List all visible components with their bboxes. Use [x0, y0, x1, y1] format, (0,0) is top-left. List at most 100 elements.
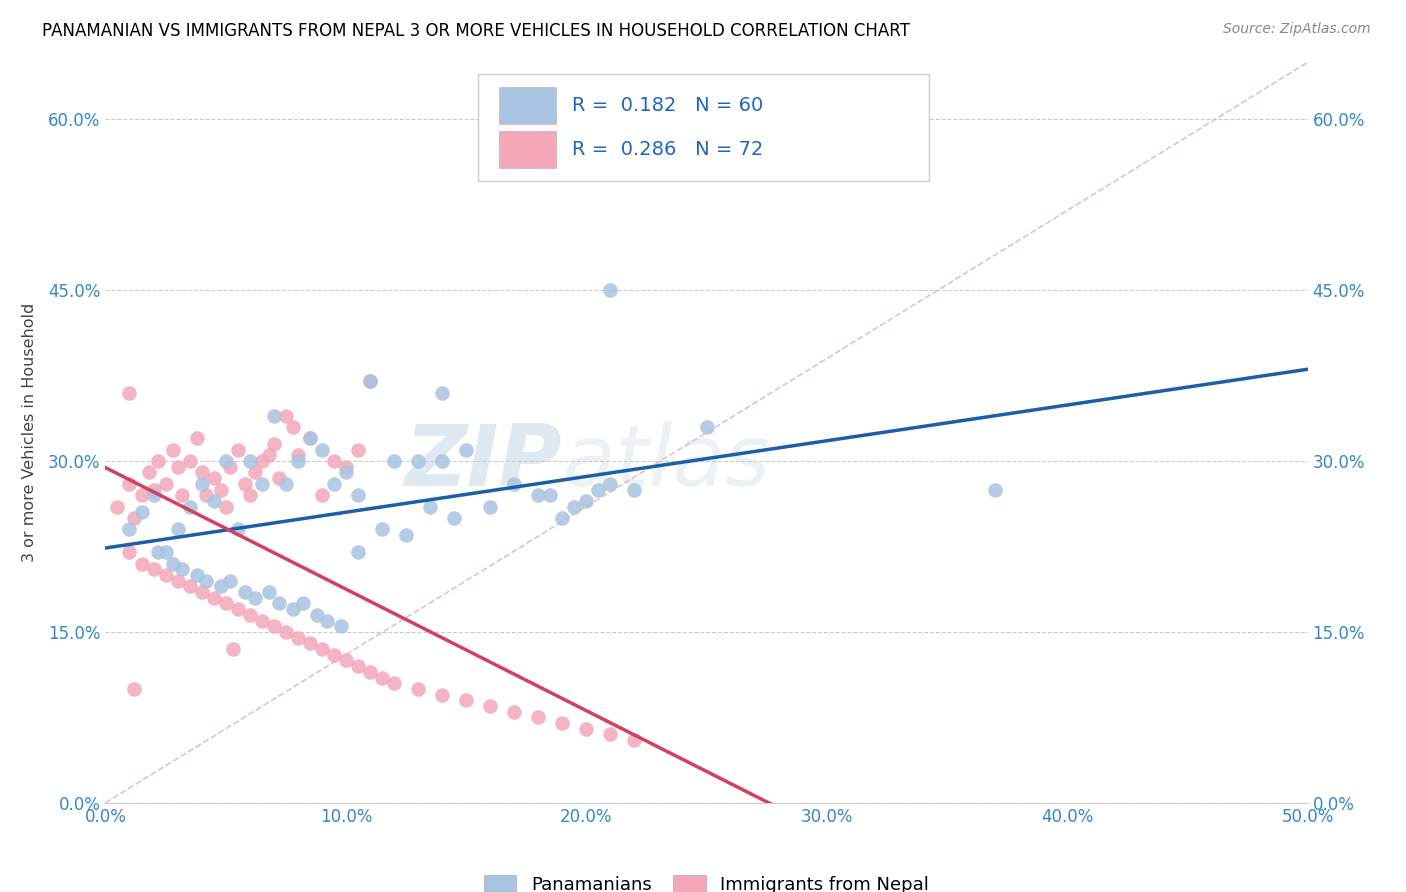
Point [267, 471, 290, 485]
Point [166, 459, 188, 474]
Point [214, 500, 236, 514]
Point [155, 568, 177, 582]
Point [148, 454, 170, 468]
Point [347, 545, 370, 559]
Point [395, 528, 418, 542]
Text: PANAMANIAN VS IMMIGRANTS FROM NEPAL 3 OR MORE VEHICLES IN HOUSEHOLD CORRELATION : PANAMANIAN VS IMMIGRANTS FROM NEPAL 3 OR… [42, 22, 910, 40]
Point [118, 476, 141, 491]
Point [479, 698, 502, 713]
Point [287, 631, 309, 645]
Point [419, 500, 441, 514]
Point [330, 619, 353, 633]
Point [430, 688, 453, 702]
Point [263, 437, 285, 451]
Text: ZIP: ZIP [405, 421, 562, 504]
Point [179, 454, 201, 468]
Point [202, 471, 225, 485]
Point [162, 442, 184, 457]
Point [263, 619, 285, 633]
Point [538, 488, 561, 502]
Point [454, 442, 477, 457]
Point [623, 483, 645, 497]
Point [382, 454, 405, 468]
Point [479, 500, 502, 514]
Point [239, 607, 262, 622]
FancyBboxPatch shape [499, 131, 557, 169]
Point [209, 483, 232, 497]
Point [347, 442, 370, 457]
Point [311, 488, 333, 502]
Point [696, 420, 718, 434]
Point [250, 454, 273, 468]
Point [335, 653, 357, 667]
Point [214, 597, 236, 611]
Point [107, 500, 129, 514]
Point [166, 523, 188, 537]
Point [322, 648, 344, 662]
Point [503, 476, 526, 491]
Point [257, 449, 280, 463]
Point [359, 375, 381, 389]
Point [406, 681, 429, 696]
Point [443, 511, 465, 525]
Point [599, 283, 621, 297]
Point [406, 454, 429, 468]
Point [298, 431, 321, 445]
Text: R =  0.286   N = 72: R = 0.286 N = 72 [572, 140, 763, 160]
Point [984, 483, 1007, 497]
Point [298, 431, 321, 445]
Point [263, 409, 285, 423]
Point [131, 488, 153, 502]
Point [142, 488, 165, 502]
Point [267, 597, 290, 611]
Point [186, 431, 208, 445]
Point [527, 710, 550, 724]
Point [226, 442, 249, 457]
Point [599, 727, 621, 741]
FancyBboxPatch shape [478, 73, 929, 181]
Point [179, 579, 201, 593]
Point [281, 420, 304, 434]
Point [172, 562, 194, 576]
Point [291, 597, 314, 611]
Legend: Panamanians, Immigrants from Nepal: Panamanians, Immigrants from Nepal [477, 867, 936, 892]
Y-axis label: 3 or more Vehicles in Household: 3 or more Vehicles in Household [22, 303, 37, 562]
Point [186, 568, 208, 582]
Point [322, 454, 344, 468]
Point [551, 511, 574, 525]
Point [623, 733, 645, 747]
Point [305, 607, 328, 622]
Point [124, 681, 146, 696]
Point [281, 602, 304, 616]
Point [575, 494, 598, 508]
Point [118, 545, 141, 559]
Point [311, 442, 333, 457]
Point [359, 375, 381, 389]
Point [274, 409, 297, 423]
Point [588, 483, 610, 497]
Point [430, 454, 453, 468]
Point [226, 602, 249, 616]
Point [243, 591, 266, 605]
Point [315, 614, 337, 628]
Point [209, 579, 232, 593]
Point [202, 494, 225, 508]
Point [599, 476, 621, 491]
Point [359, 665, 381, 679]
Point [131, 557, 153, 571]
Point [162, 557, 184, 571]
Point [190, 466, 212, 480]
Point [311, 642, 333, 657]
Text: atlas: atlas [562, 421, 770, 504]
Point [274, 476, 297, 491]
Point [166, 574, 188, 588]
Point [527, 488, 550, 502]
Point [148, 545, 170, 559]
Point [118, 385, 141, 400]
Point [131, 505, 153, 519]
Point [347, 659, 370, 673]
Point [250, 614, 273, 628]
Point [124, 511, 146, 525]
Text: Source: ZipAtlas.com: Source: ZipAtlas.com [1223, 22, 1371, 37]
Point [239, 454, 262, 468]
